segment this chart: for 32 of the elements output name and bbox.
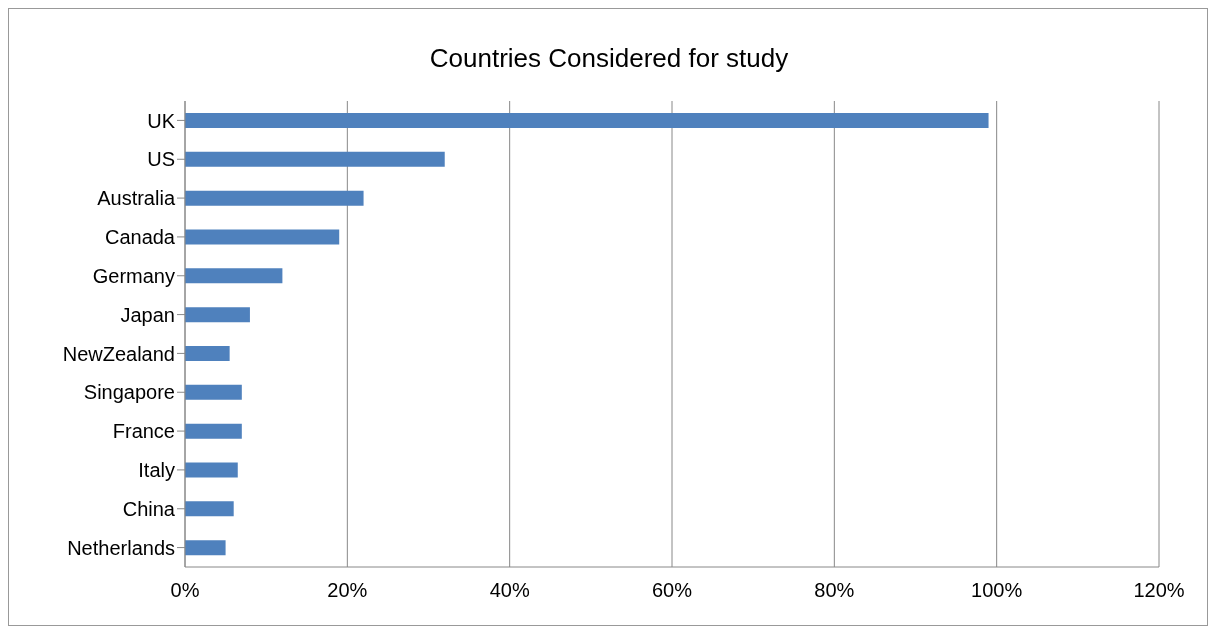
x-tick-label: 20% bbox=[327, 579, 368, 602]
x-tick-label: 80% bbox=[814, 579, 855, 602]
y-tick-label: UK bbox=[147, 109, 176, 132]
bar bbox=[185, 190, 364, 206]
x-tick-label: 0% bbox=[170, 579, 200, 602]
x-tick-label: 100% bbox=[971, 579, 1023, 602]
bar bbox=[185, 346, 230, 362]
bar bbox=[185, 151, 445, 167]
y-tick-label: NewZealand bbox=[62, 342, 175, 365]
x-tick-label: 40% bbox=[489, 579, 530, 602]
x-tick-label: 120% bbox=[1133, 579, 1185, 602]
y-tick-label: France bbox=[112, 420, 175, 443]
y-tick-label: Australia bbox=[97, 187, 176, 210]
bar bbox=[185, 268, 283, 284]
bar bbox=[185, 229, 340, 245]
chart-title: Countries Considered for study bbox=[428, 43, 790, 74]
y-tick-label: China bbox=[122, 497, 176, 520]
bar bbox=[185, 423, 242, 439]
bar bbox=[185, 462, 238, 478]
y-tick-label: US bbox=[147, 148, 175, 171]
y-tick-label: Italy bbox=[138, 459, 175, 482]
y-tick-label: Germany bbox=[92, 264, 175, 287]
bar bbox=[185, 307, 250, 323]
bar bbox=[185, 540, 226, 556]
y-tick-label: Canada bbox=[104, 226, 176, 249]
y-tick-label: Singapore bbox=[83, 381, 175, 404]
bar bbox=[185, 501, 234, 517]
x-tick-label: 60% bbox=[651, 579, 693, 602]
y-tick-label: Netherlands bbox=[67, 536, 175, 559]
bar bbox=[185, 384, 242, 400]
y-tick-label: Japan bbox=[120, 303, 175, 326]
bar bbox=[185, 113, 989, 129]
